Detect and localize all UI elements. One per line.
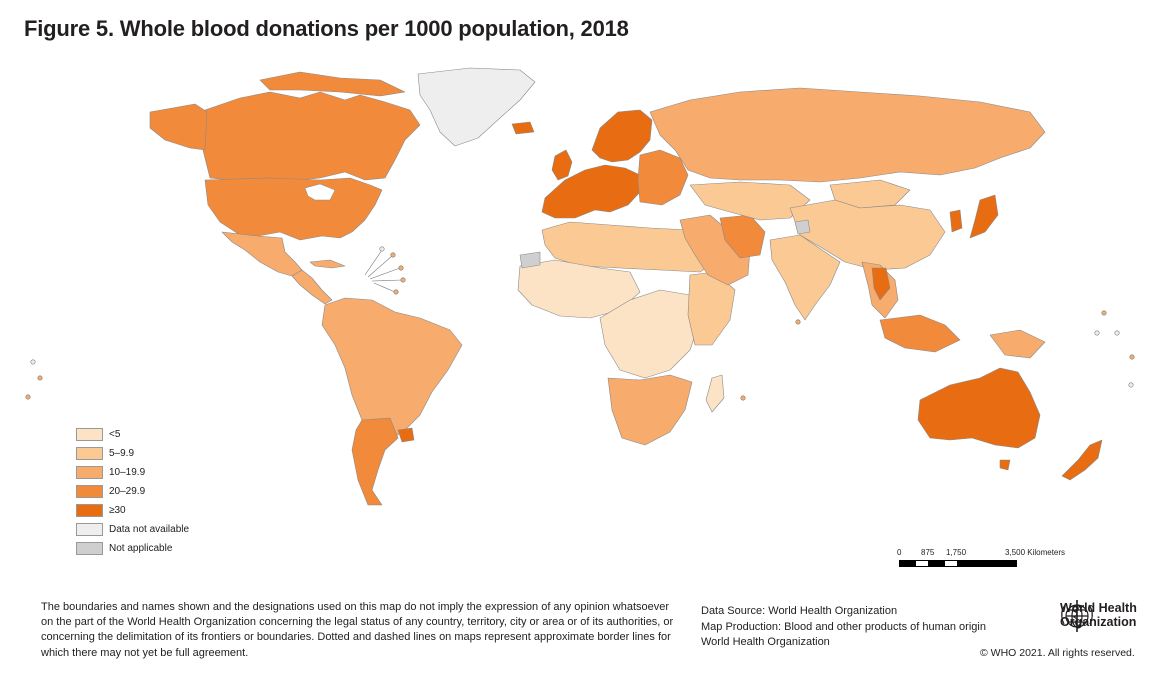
region-korea (949, 209, 963, 233)
region-alaska (149, 103, 208, 151)
source-line: World Health Organization (701, 636, 830, 648)
island-marker (1094, 330, 1100, 336)
scale-tick-875: 875 (921, 548, 935, 557)
region-india (769, 234, 841, 321)
region-western-europe (541, 164, 641, 219)
scale-segment (929, 560, 944, 567)
island-marker (393, 289, 399, 295)
region-iceland (511, 121, 535, 135)
legend-swatch (76, 523, 103, 536)
legend-label: 20–29.9 (109, 486, 146, 497)
world-map (25, 67, 1135, 506)
scale-segment (958, 560, 1017, 567)
region-argentina (351, 417, 399, 506)
region-uk (551, 149, 573, 181)
source-line: Data Source: World Health Organization (701, 605, 898, 617)
legend-swatch (76, 466, 103, 479)
island-marker (1114, 330, 1120, 336)
island-marker (390, 252, 396, 258)
region-madagascar (705, 374, 725, 413)
callout-lines (364, 249, 403, 293)
legend-swatch (76, 485, 103, 498)
legend-swatch (76, 542, 103, 555)
legend-label: 10–19.9 (109, 467, 146, 478)
island-marker (379, 246, 385, 252)
island-marker (30, 359, 36, 365)
legend-label: 5–9.9 (109, 448, 135, 459)
region-kashmir (794, 219, 811, 235)
scale-tick-0: 0 (897, 548, 902, 557)
region-south-america (321, 297, 463, 441)
island-marker (37, 375, 43, 381)
copyright: © WHO 2021. All rights reserved. (980, 647, 1135, 659)
region-tasmania (999, 459, 1011, 471)
legend-label: Data not available (109, 524, 190, 535)
region-central-asia (689, 181, 811, 221)
disclaimer-text: The boundaries and names shown and the d… (41, 601, 674, 659)
legend-label: Not applicable (109, 543, 173, 554)
region-canada-islands (259, 71, 406, 97)
who-name-line: World Health (1060, 601, 1137, 615)
scale-segment (915, 560, 929, 567)
scale-tick-3500: 3,500 Kilometers (1005, 548, 1066, 557)
region-central-africa (599, 289, 701, 379)
island-marker (1128, 382, 1134, 388)
region-australia (917, 367, 1041, 449)
region-uruguay (397, 427, 415, 443)
region-papua (989, 329, 1046, 359)
source-line: Map Production: Blood and other products… (701, 620, 986, 633)
region-eastern-europe (637, 149, 689, 206)
data-source: Data Source: World Health Organization M… (701, 604, 1001, 651)
region-cuba (309, 259, 346, 269)
legend-label: ≥30 (109, 505, 126, 516)
who-emblem-icon (1061, 600, 1093, 632)
region-indonesia (879, 314, 961, 353)
region-central-america (291, 269, 333, 305)
region-china (789, 199, 946, 271)
island-marker (795, 319, 801, 325)
island-marker (400, 277, 406, 283)
island-marker (1101, 310, 1107, 316)
island-marker (25, 394, 31, 400)
region-new-zealand (1061, 439, 1103, 481)
region-western-sahara (519, 251, 541, 269)
legend-swatch (76, 428, 103, 441)
region-scandinavia (591, 109, 653, 163)
island-marker (398, 265, 404, 271)
figure-title: Figure 5. Whole blood donations per 1000… (24, 16, 629, 41)
region-japan (969, 194, 999, 239)
region-southern-africa (607, 374, 693, 446)
region-canada (202, 91, 421, 181)
region-usa (204, 177, 383, 241)
scale-segment (944, 560, 958, 567)
scale-tick-1750: 1,750 (946, 548, 967, 557)
great-lakes (304, 183, 336, 201)
who-name: World Health Organization (1060, 601, 1137, 629)
legend-swatch (76, 447, 103, 460)
island-marker (1129, 354, 1135, 360)
scale-bar: 0 875 1,750 3,500 Kilometers (897, 548, 1069, 572)
region-russia (649, 87, 1046, 183)
region-greenland (417, 67, 536, 147)
legend-swatch (76, 504, 103, 517)
who-name-line: Organization (1060, 615, 1137, 629)
island-marker (740, 395, 746, 401)
legend-label: <5 (109, 429, 121, 440)
region-thailand (871, 267, 891, 301)
scale-segment (899, 560, 915, 567)
region-mexico (221, 231, 303, 277)
region-middle-east (679, 214, 751, 286)
